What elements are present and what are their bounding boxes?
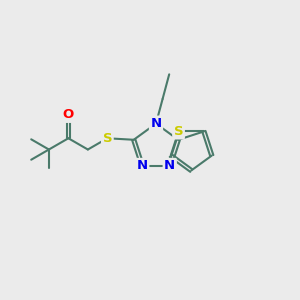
Text: O: O: [63, 108, 74, 122]
Text: N: N: [137, 159, 148, 172]
Text: N: N: [150, 117, 162, 130]
Text: N: N: [164, 159, 175, 172]
Text: S: S: [103, 132, 112, 145]
Text: S: S: [174, 125, 183, 138]
